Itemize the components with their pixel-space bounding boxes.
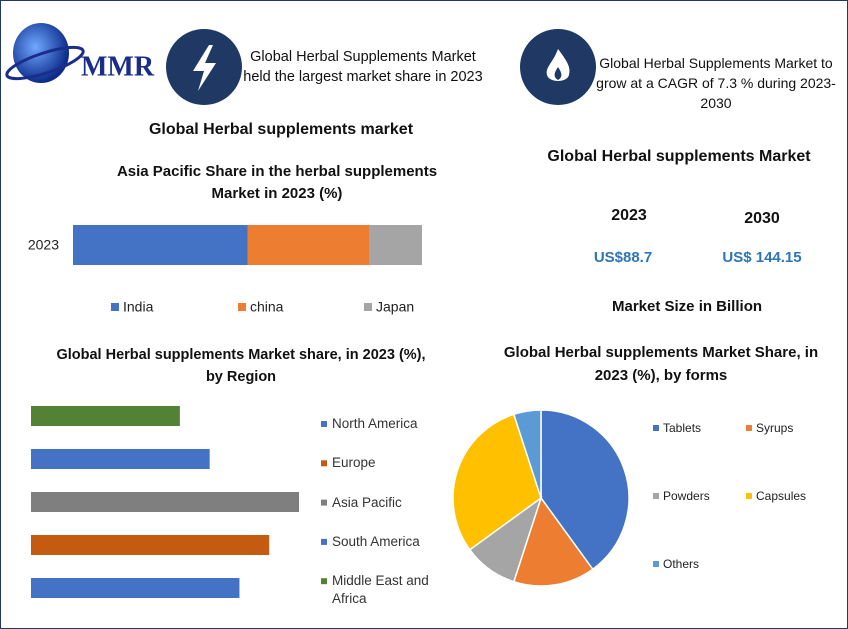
bar [31,492,299,512]
bar-segment [247,225,370,265]
chart-title: Asia Pacific Share in the herbal supplem… [116,163,438,202]
legend-label: India [123,299,154,315]
info-text: Global Herbal Supplements Market to grow… [596,55,836,111]
legend-marker [321,421,327,427]
market-title: Global Herbal supplements Market [547,148,811,165]
pie-slice [512,409,542,499]
y-tick-label: 2023 [28,237,59,253]
legend-marker [364,303,372,311]
pie-slice [540,409,630,571]
legend-label: Syrups [756,421,793,435]
legend-label: Asia Pacific [332,494,402,510]
legend-marker [321,578,327,585]
market-size: US$88.7 [593,249,653,266]
bar [31,535,270,555]
legend-marker [321,499,327,506]
flame-inner [554,67,562,80]
chart-title: Global Herbal supplements Market Share, … [503,344,819,384]
legend-marker [111,303,119,311]
legend-marker [653,425,659,431]
legend-label: Capsules [756,489,806,503]
legend-marker [653,561,659,567]
bar-segment [369,225,422,265]
legend-label: Tablets [663,421,701,435]
market-size: US$ 144.15 [722,249,802,266]
legend-label: Others [663,557,699,571]
legend-label: Middle East and Africa [332,573,429,607]
legend-marker [746,493,752,499]
legend-label: Japan [376,299,414,315]
logo-text: MMR [81,51,155,82]
flame-icon [546,49,570,81]
legend-label: South America [332,533,420,549]
bar [31,449,210,469]
pie-slice [452,413,542,551]
logo-orbit [5,45,85,81]
legend-marker [321,460,327,467]
bar-segment [73,225,248,265]
legend-label: china [250,299,284,315]
year-label: 2023 [611,207,647,224]
bar [31,578,240,598]
legend-marker [238,303,246,311]
legend-label: Powders [663,489,710,503]
legend-label: Europe [332,455,376,471]
pie-slice [512,496,594,587]
legend-label: North America [332,416,418,431]
legend-marker [746,425,752,431]
legend-marker [653,493,659,499]
section-title: Global Herbal supplements market [148,121,414,138]
bar [31,406,180,426]
market-caption: Market Size in Billion [611,298,763,315]
chart-title: Global Herbal supplements Market share, … [56,347,426,385]
legend-marker [321,538,327,545]
lightning-icon [193,45,216,91]
info-text: Global Herbal Supplements Market held th… [243,49,483,85]
year-label: 2030 [744,210,780,227]
